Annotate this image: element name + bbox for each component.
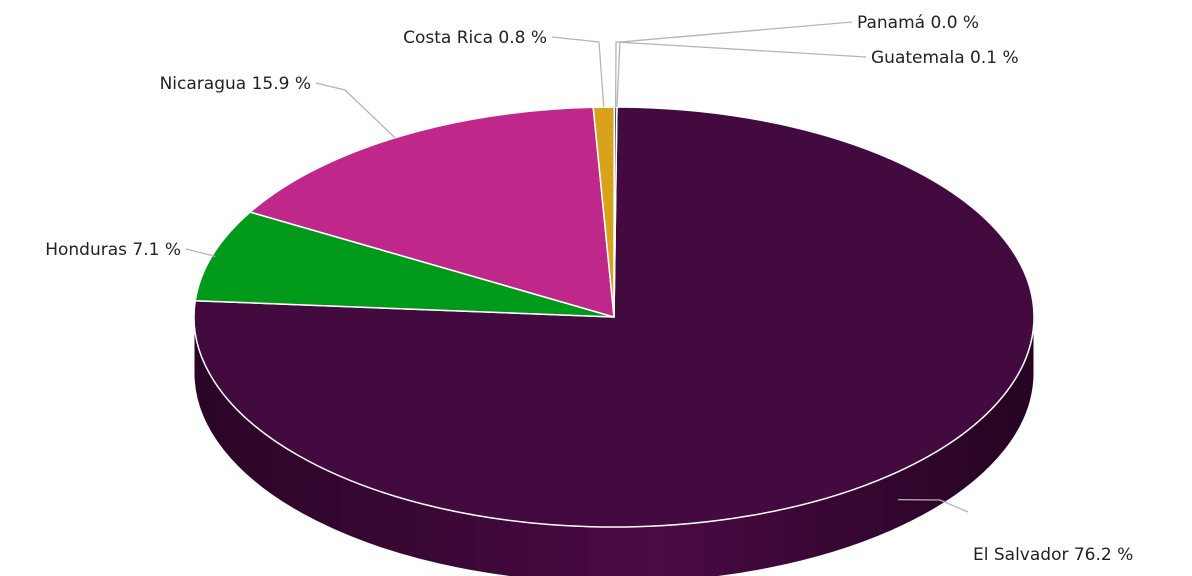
slice-label-guatemala: Guatemala 0.1 % xyxy=(871,48,1019,68)
leader-line-panama xyxy=(616,21,853,108)
slice-label-el-salvador: El Salvador 76.2 % xyxy=(973,545,1133,565)
leader-line-honduras xyxy=(185,248,217,258)
leader-line-guatemala xyxy=(614,41,867,108)
slice-label-honduras: Honduras 7.1 % xyxy=(45,240,181,260)
slice-label-panama: Panamá 0.0 % xyxy=(857,13,979,33)
pie-slice-el-salvador[interactable] xyxy=(193,106,1035,528)
leader-line-costa-rica xyxy=(551,36,605,108)
slice-label-nicaragua: Nicaragua 15.9 % xyxy=(160,74,311,94)
leader-line-nicaragua xyxy=(315,82,396,139)
pie-slice-nicaragua[interactable] xyxy=(249,106,615,318)
leader-line-el-salvador xyxy=(898,498,969,513)
slice-label-costa-rica: Costa Rica 0.8 % xyxy=(403,28,547,48)
